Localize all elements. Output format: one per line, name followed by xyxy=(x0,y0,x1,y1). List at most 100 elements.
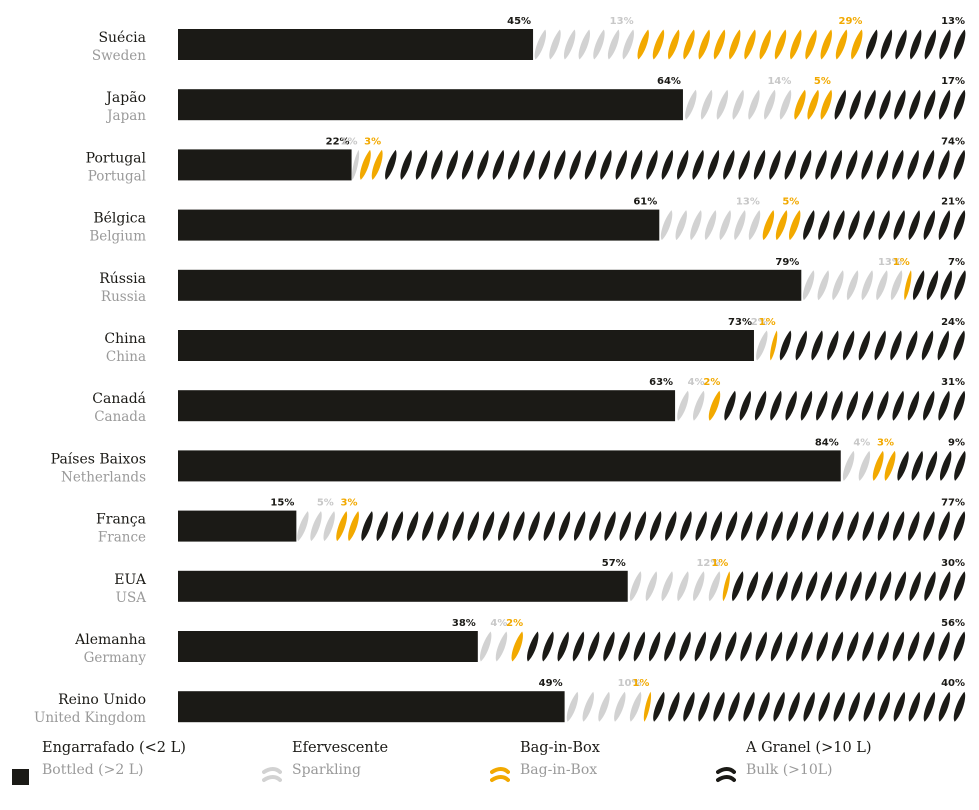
bulk-drop xyxy=(938,631,950,662)
bulk-drop xyxy=(894,571,907,602)
bulk-drop xyxy=(615,149,627,180)
bulk-drop xyxy=(587,631,600,662)
bottled-bar xyxy=(178,330,754,361)
bib-drop xyxy=(637,29,649,60)
bib-drop-icon xyxy=(490,767,510,782)
bulk-drop xyxy=(892,511,905,542)
bottled-value-label: 15% xyxy=(270,498,294,509)
bulk-drop xyxy=(834,89,846,120)
bulk-drop xyxy=(776,571,788,602)
bib-drop xyxy=(683,29,695,60)
sparkling-drop xyxy=(748,210,761,241)
bulk-drop xyxy=(513,511,525,542)
country-name-en: United Kingdom xyxy=(34,710,146,726)
bulk-drop xyxy=(507,149,520,180)
legend-label-en: Bottled (>2 L) xyxy=(42,762,144,778)
sparkling-drop xyxy=(495,631,508,662)
bottled-bar xyxy=(178,89,683,121)
bottled-value-label: 49% xyxy=(539,678,563,689)
bottled-value-label: 79% xyxy=(775,257,799,268)
bulk-drop xyxy=(874,330,886,361)
bulk-drop xyxy=(709,631,722,662)
bulk-drop xyxy=(831,631,844,662)
sparkling-drop xyxy=(756,330,768,361)
bulk-value-label: 30% xyxy=(941,558,965,569)
bulk-drop xyxy=(694,631,707,662)
bulk-drop xyxy=(728,691,740,722)
bottled-bar xyxy=(178,691,565,723)
bulk-drop xyxy=(791,571,803,602)
bulk-drop xyxy=(858,330,871,361)
bulk-value-label: 13% xyxy=(941,16,965,27)
bulk-drop xyxy=(832,511,844,542)
bulk-drop xyxy=(761,571,773,602)
country-name-en: USA xyxy=(116,590,147,606)
bib-drop xyxy=(759,29,771,60)
bulk-drop xyxy=(923,89,936,120)
bib-value-label: 1% xyxy=(632,678,649,689)
bib-drop xyxy=(708,390,721,421)
sparkling-drop xyxy=(582,691,594,722)
bulk-drop xyxy=(848,210,860,241)
bulk-drop xyxy=(683,691,695,722)
bulk-drop xyxy=(646,149,658,180)
bottled-bar xyxy=(178,510,297,542)
bib-drop xyxy=(904,270,912,301)
bulk-drop xyxy=(661,149,674,180)
country-name-pt: Reino Unido xyxy=(58,692,146,708)
country-name-en: China xyxy=(106,349,146,365)
bulk-drop xyxy=(710,511,723,542)
bulk-drop xyxy=(908,691,921,722)
bulk-drop xyxy=(911,450,923,481)
sparkling-drop xyxy=(690,210,702,241)
bulk-drop xyxy=(738,149,750,180)
bulk-drop xyxy=(603,631,615,662)
bulk-drop xyxy=(753,149,766,180)
country-name-pt: Japão xyxy=(104,90,146,106)
country-name-en: France xyxy=(98,530,146,546)
bulk-drop xyxy=(543,511,555,542)
bulk-drop xyxy=(680,511,692,542)
bulk-drop xyxy=(724,390,736,421)
sparkling-drop xyxy=(858,450,871,481)
bulk-drop xyxy=(876,149,889,180)
bulk-drop xyxy=(604,511,616,542)
stacked-bar-chart: Suécia Sweden 45% 13% 29% 13% Japão Japan 64% 14%… xyxy=(34,16,966,726)
country-name-pt: Portugal xyxy=(86,150,147,166)
bulk-value-label: 40% xyxy=(941,678,965,689)
bulk-drop xyxy=(907,149,919,180)
bulk-drop xyxy=(846,631,859,662)
sparkling-drop xyxy=(598,691,610,722)
bulk-drop xyxy=(909,89,921,120)
bulk-drop xyxy=(863,691,875,722)
bulk-drop xyxy=(589,511,601,542)
bulk-drop xyxy=(937,330,950,361)
bib-drop xyxy=(851,29,863,60)
bulk-drop xyxy=(431,149,443,180)
bulk-drop xyxy=(698,691,710,722)
bulk-drop xyxy=(619,511,631,542)
bulk-drop xyxy=(878,691,891,722)
country-name-pt: EUA xyxy=(114,572,147,588)
bulk-drop xyxy=(779,330,792,361)
bulk-drop xyxy=(668,691,680,722)
bib-value-label: 3% xyxy=(364,136,381,147)
bottled-bar xyxy=(178,450,841,482)
bulk-drop xyxy=(846,149,858,180)
sparkling-value-label: 12% xyxy=(696,558,720,569)
bulk-drop xyxy=(938,390,950,421)
bulk-drop xyxy=(677,149,689,180)
bottled-value-label: 73% xyxy=(728,317,752,328)
legend-label-en: Sparkling xyxy=(292,762,362,778)
bottled-bar xyxy=(178,209,660,241)
bulk-drop xyxy=(482,511,495,542)
bulk-drop xyxy=(864,89,876,120)
bib-drop xyxy=(884,450,896,481)
bib-drop xyxy=(794,89,806,120)
sparkling-drop xyxy=(832,270,844,301)
sparkling-value-label: 13% xyxy=(736,197,760,208)
bulk-drop xyxy=(877,631,889,662)
legend-label-pt: Bag-in-Box xyxy=(520,740,600,756)
sparkling-drop xyxy=(692,390,705,421)
sparkling-drop xyxy=(660,210,673,241)
